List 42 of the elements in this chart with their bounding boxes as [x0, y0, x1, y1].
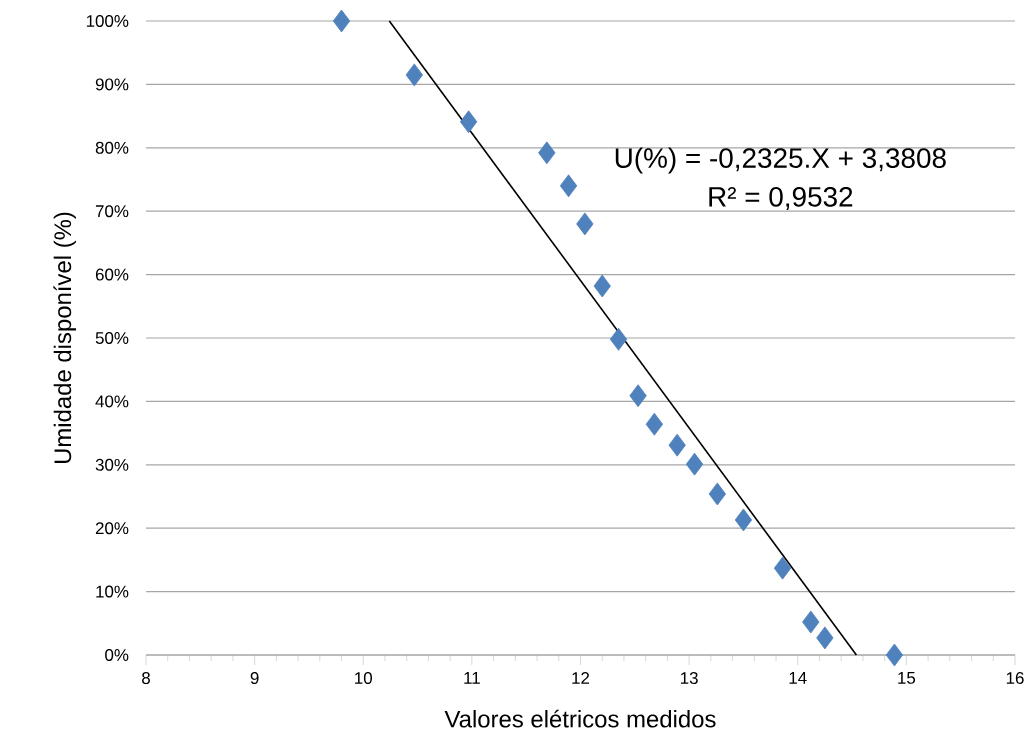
point	[816, 626, 834, 650]
point	[576, 212, 594, 236]
y-tick-label: 50%	[95, 332, 129, 344]
y-tick-label: 90%	[95, 78, 129, 91]
point	[559, 174, 578, 198]
point	[802, 610, 820, 634]
point	[538, 141, 556, 165]
point	[773, 556, 792, 580]
x-tick-label: 12	[572, 672, 590, 684]
x-tick-label: 8	[142, 672, 150, 685]
x-tick-label: 9	[250, 672, 259, 685]
y-tick-label: 60%	[95, 268, 129, 281]
annotation: R² = 0,9532	[709, 186, 853, 211]
x-tick-label: 11	[464, 672, 480, 684]
y-axis-title: Umidade disponível (%)	[53, 212, 76, 464]
point	[645, 412, 664, 436]
point	[734, 508, 753, 532]
x-tick-label: 10	[355, 672, 372, 685]
y-tick-label: 40%	[95, 395, 129, 408]
x-tick-label: 15	[898, 672, 916, 684]
y-tick-label: 20%	[95, 522, 129, 535]
point	[629, 384, 647, 408]
x-axis-title: Valores elétricos medidos	[444, 709, 716, 728]
y-tick-label: 100%	[86, 15, 129, 27]
annotation: U(%) = -0,2325.X + 3,3808	[615, 147, 946, 174]
x-tick-label: 13	[680, 672, 698, 685]
point	[332, 9, 351, 33]
point	[885, 643, 904, 667]
x-tick-label: 14	[789, 672, 807, 684]
point	[405, 63, 423, 87]
point	[459, 110, 478, 134]
y-tick-label: 0%	[105, 649, 129, 661]
point	[593, 274, 611, 298]
y-tick-label: 80%	[95, 141, 129, 154]
y-tick-label: 70%	[95, 205, 129, 218]
point	[609, 327, 628, 351]
point	[708, 482, 727, 506]
point	[685, 452, 704, 476]
x-tick-label: 16	[1006, 672, 1024, 685]
point	[668, 433, 686, 457]
y-tick-label: 30%	[95, 458, 129, 471]
y-tick-label: 10%	[96, 585, 129, 598]
